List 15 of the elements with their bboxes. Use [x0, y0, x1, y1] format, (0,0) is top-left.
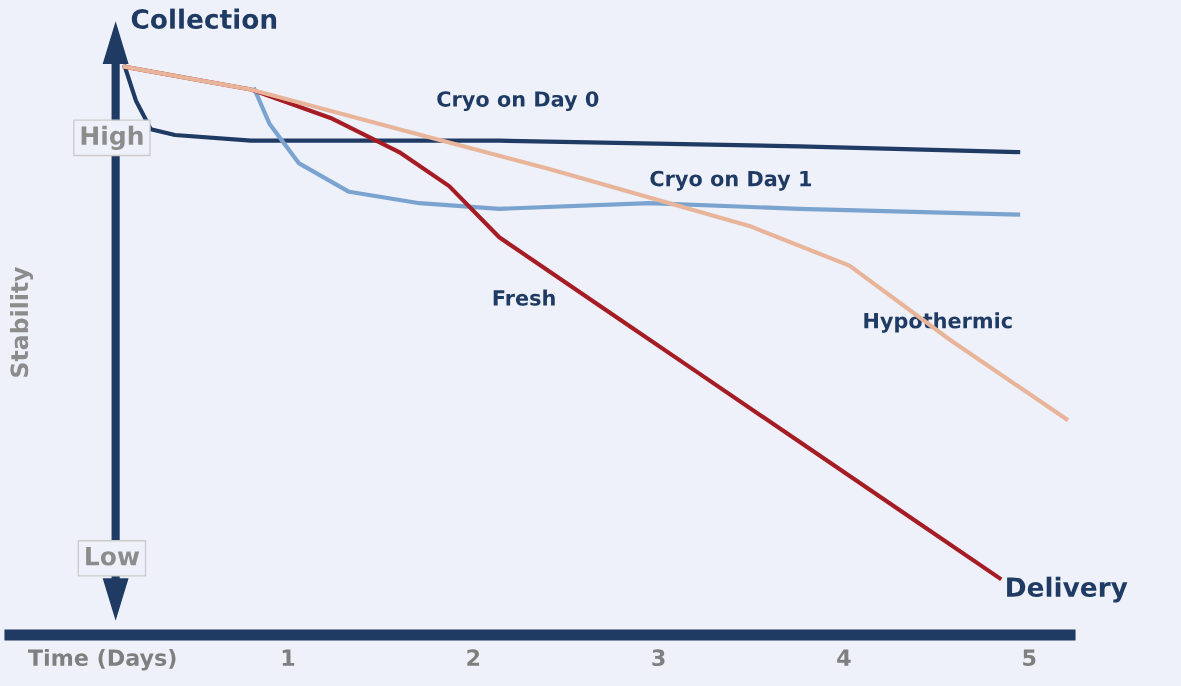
series-label: Cryo on Day 1: [650, 170, 812, 191]
series-label: Cryo on Day 0: [437, 91, 599, 112]
annotation: Delivery: [1007, 576, 1128, 603]
x-tick-label: 2: [467, 649, 480, 666]
annotation: Low: [86, 546, 140, 566]
text: Collection: [131, 8, 277, 30]
y-axis-title: Stability: [10, 266, 34, 377]
x-tick-label: 4: [837, 649, 851, 666]
x-tick-label: Time (Days): [28, 648, 176, 671]
x-tick-label: 5: [1023, 649, 1036, 667]
x-tick-label: 3: [652, 649, 665, 667]
annotation: High: [81, 125, 143, 151]
series-label: Fresh: [493, 289, 555, 306]
series-label: Hypothermic: [864, 312, 1012, 333]
x-tick-label: 1: [282, 649, 295, 666]
